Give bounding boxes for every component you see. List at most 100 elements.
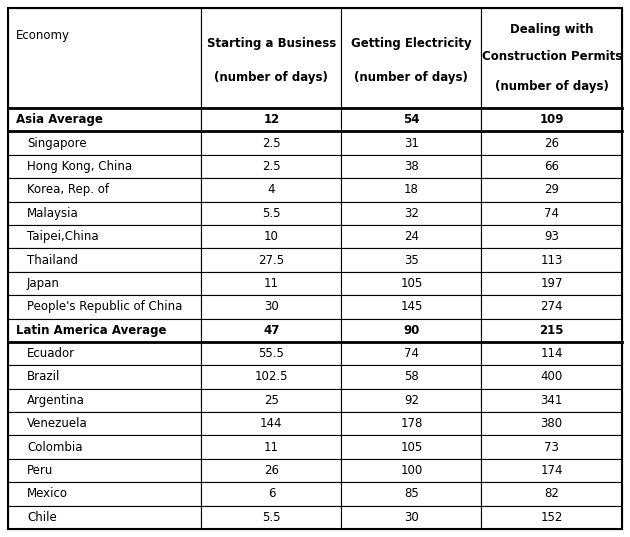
- Text: (number of days): (number of days): [355, 71, 468, 84]
- Bar: [341, 365, 481, 389]
- Text: Argentina: Argentina: [27, 394, 85, 407]
- Text: 113: 113: [541, 253, 563, 266]
- Text: 5.5: 5.5: [262, 207, 280, 220]
- Bar: [341, 412, 481, 436]
- Bar: [481, 412, 622, 436]
- Bar: [202, 155, 341, 178]
- Text: 102.5: 102.5: [255, 371, 288, 383]
- Bar: [8, 459, 202, 482]
- Bar: [202, 389, 341, 412]
- Bar: [341, 248, 481, 272]
- Bar: [341, 506, 481, 529]
- Bar: [8, 342, 202, 365]
- Text: Latin America Average: Latin America Average: [16, 324, 166, 337]
- Text: Malaysia: Malaysia: [27, 207, 79, 220]
- Bar: [202, 459, 341, 482]
- Bar: [8, 365, 202, 389]
- Bar: [341, 132, 481, 155]
- Bar: [341, 295, 481, 318]
- Text: 32: 32: [404, 207, 419, 220]
- Bar: [8, 412, 202, 436]
- Text: 47: 47: [263, 324, 280, 337]
- Text: Brazil: Brazil: [27, 371, 60, 383]
- Bar: [481, 178, 622, 201]
- Text: 380: 380: [541, 417, 563, 430]
- Bar: [481, 482, 622, 506]
- Bar: [202, 225, 341, 248]
- Bar: [341, 201, 481, 225]
- Bar: [202, 272, 341, 295]
- Bar: [481, 389, 622, 412]
- Text: 31: 31: [404, 136, 419, 150]
- Text: Asia Average: Asia Average: [16, 113, 103, 126]
- Text: 109: 109: [539, 113, 564, 126]
- Bar: [341, 225, 481, 248]
- Text: 2.5: 2.5: [262, 136, 281, 150]
- Text: 29: 29: [544, 183, 559, 197]
- Bar: [481, 436, 622, 459]
- Bar: [8, 295, 202, 318]
- Text: 11: 11: [264, 441, 279, 454]
- Bar: [341, 155, 481, 178]
- Text: 400: 400: [541, 371, 563, 383]
- Bar: [202, 342, 341, 365]
- Bar: [202, 365, 341, 389]
- Text: 12: 12: [263, 113, 280, 126]
- Bar: [481, 108, 622, 132]
- Text: 82: 82: [544, 488, 559, 500]
- Text: Singapore: Singapore: [27, 136, 86, 150]
- Bar: [202, 506, 341, 529]
- Bar: [481, 8, 622, 108]
- Bar: [202, 108, 341, 132]
- Text: 90: 90: [403, 324, 420, 337]
- Bar: [8, 8, 202, 108]
- Bar: [202, 132, 341, 155]
- Bar: [202, 482, 341, 506]
- Text: 55.5: 55.5: [258, 347, 284, 360]
- Text: 92: 92: [404, 394, 419, 407]
- Text: Getting Electricity: Getting Electricity: [351, 37, 472, 49]
- Bar: [202, 8, 341, 108]
- Bar: [202, 318, 341, 342]
- Bar: [481, 155, 622, 178]
- Text: Taipei,China: Taipei,China: [27, 230, 98, 243]
- Bar: [8, 178, 202, 201]
- Bar: [341, 342, 481, 365]
- Text: Colombia: Colombia: [27, 441, 83, 454]
- Text: 30: 30: [264, 300, 279, 313]
- Text: 145: 145: [400, 300, 423, 313]
- Text: 74: 74: [404, 347, 419, 360]
- Bar: [8, 201, 202, 225]
- Bar: [481, 132, 622, 155]
- Text: 4: 4: [268, 183, 275, 197]
- Text: 6: 6: [268, 488, 275, 500]
- Text: 5.5: 5.5: [262, 511, 280, 524]
- Text: 35: 35: [404, 253, 419, 266]
- Bar: [341, 436, 481, 459]
- Text: 114: 114: [541, 347, 563, 360]
- Text: 274: 274: [541, 300, 563, 313]
- Text: 197: 197: [541, 277, 563, 290]
- Text: (number of days): (number of days): [495, 79, 609, 92]
- Text: Peru: Peru: [27, 464, 54, 477]
- Bar: [481, 506, 622, 529]
- Text: 38: 38: [404, 160, 419, 173]
- Text: Venezuela: Venezuela: [27, 417, 88, 430]
- Bar: [8, 272, 202, 295]
- Text: 66: 66: [544, 160, 559, 173]
- Text: Hong Kong, China: Hong Kong, China: [27, 160, 132, 173]
- Bar: [8, 132, 202, 155]
- Bar: [8, 506, 202, 529]
- Text: 100: 100: [400, 464, 423, 477]
- Text: 144: 144: [260, 417, 283, 430]
- Text: 54: 54: [403, 113, 420, 126]
- Text: 74: 74: [544, 207, 559, 220]
- Bar: [481, 272, 622, 295]
- Bar: [8, 389, 202, 412]
- Text: Korea, Rep. of: Korea, Rep. of: [27, 183, 109, 197]
- Text: 26: 26: [264, 464, 279, 477]
- Text: Mexico: Mexico: [27, 488, 68, 500]
- Bar: [481, 459, 622, 482]
- Bar: [341, 178, 481, 201]
- Text: 27.5: 27.5: [258, 253, 285, 266]
